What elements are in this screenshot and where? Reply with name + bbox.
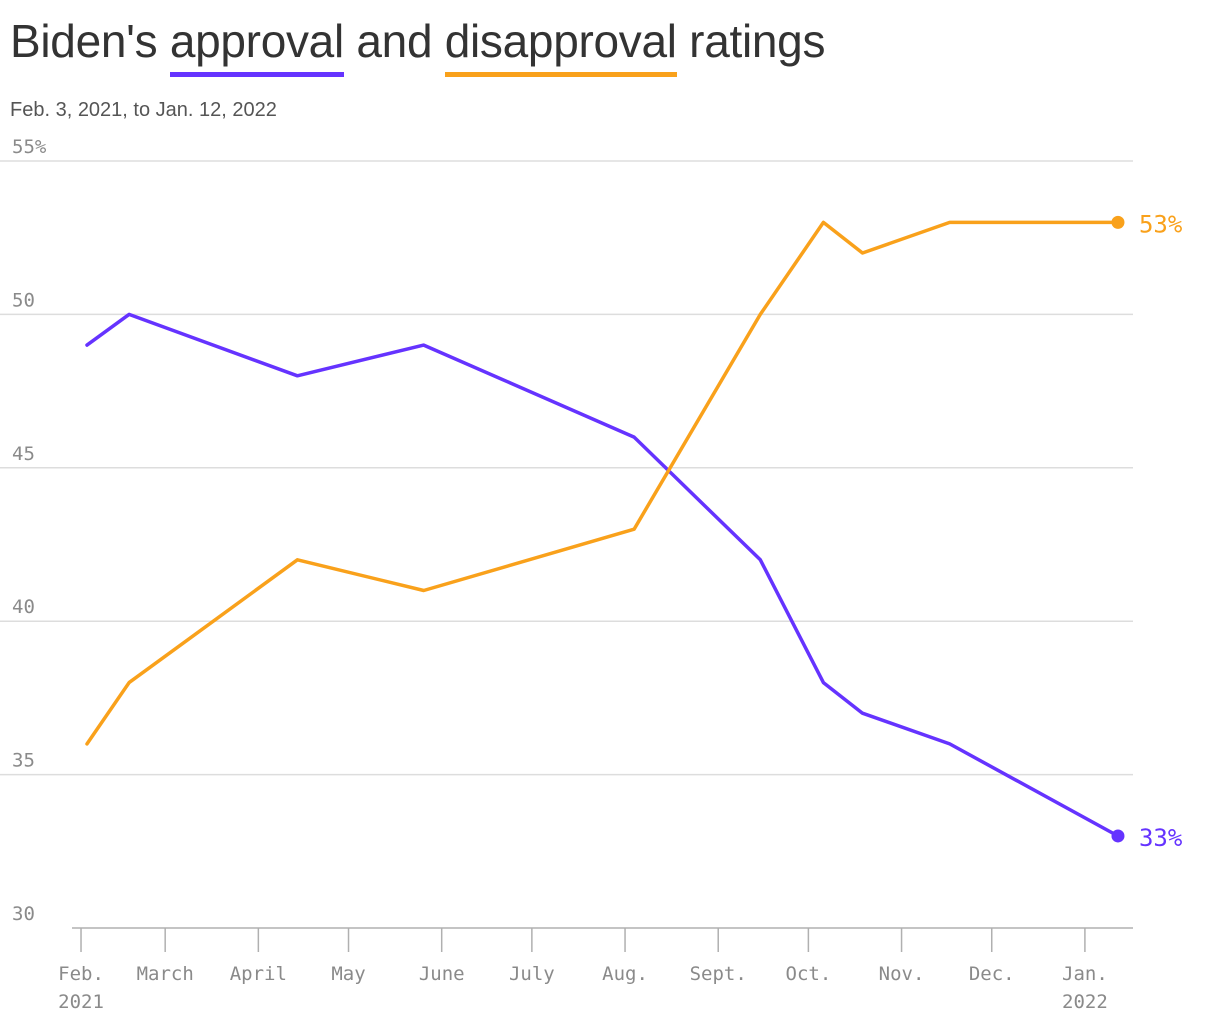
series-lines	[85, 220, 1120, 838]
disapproval-end-dot	[1111, 215, 1125, 229]
x-tick-label: July	[509, 963, 555, 985]
title-disapproval-keyword: disapproval	[444, 14, 677, 77]
chart-title: Biden's approval and disapproval ratings	[10, 14, 825, 77]
disapproval-line	[85, 220, 1120, 746]
x-tick-label: April	[230, 963, 287, 985]
y-axis-ticks: 55% 50 45 40 35 30	[12, 136, 47, 925]
x-tick-label: May	[331, 963, 365, 985]
x-tick-label: Jan.	[1062, 963, 1108, 985]
x-tick-year-label: 2022	[1062, 991, 1108, 1013]
x-tick-label: Aug.	[602, 963, 648, 985]
x-tick-label: Dec.	[969, 963, 1015, 985]
title-part-3: ratings	[689, 15, 826, 67]
x-tick-label: Sept.	[690, 963, 747, 985]
y-tick-label: 40	[12, 596, 35, 618]
y-tick-label: 45	[12, 443, 35, 465]
grid-lines	[0, 160, 1133, 776]
x-axis: Feb. 2021 March April May June July Aug. Sept. Oc…	[58, 927, 1133, 1013]
disapproval-end-label: 53%	[1139, 210, 1183, 238]
approval-line	[85, 312, 1120, 838]
x-tick-label: March	[137, 963, 194, 985]
x-tick-label: Nov.	[879, 963, 925, 985]
approval-end-dot	[1111, 829, 1125, 843]
y-tick-label: 30	[12, 903, 35, 925]
y-tick-label: 50	[12, 289, 35, 311]
y-tick-label: 55%	[12, 136, 47, 158]
title-part-2: and	[356, 15, 433, 67]
x-tick-label: Feb.	[58, 963, 104, 985]
approval-end-label: 33%	[1139, 824, 1183, 852]
x-tick-year-label: 2021	[58, 991, 104, 1013]
chart-subtitle: Feb. 3, 2021, to Jan. 12, 2022	[10, 99, 277, 121]
x-tick-label: Oct.	[786, 963, 832, 985]
title-part-1: Biden's	[10, 15, 158, 67]
series-end-markers: 33% 53%	[1111, 210, 1183, 852]
x-tick-label: June	[419, 963, 465, 985]
y-tick-label: 35	[12, 750, 35, 772]
title-approval-keyword: approval	[169, 14, 344, 77]
